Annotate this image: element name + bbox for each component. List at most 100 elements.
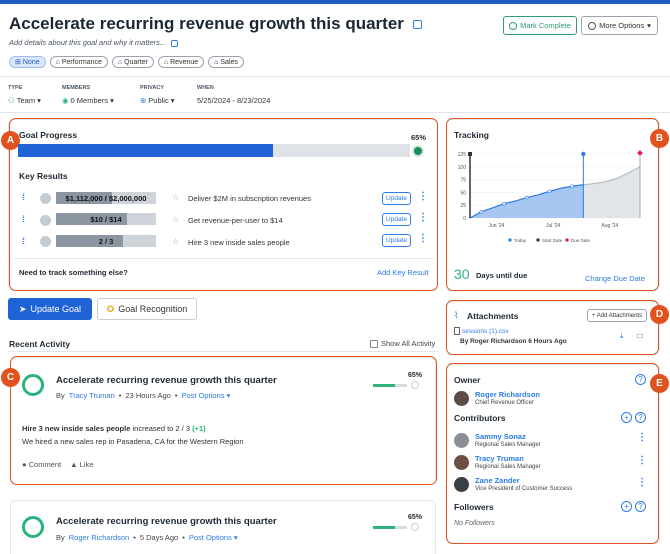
edit-title-icon[interactable] [412, 20, 422, 30]
goal-subtitle[interactable]: Add details about this goal and why it m… [9, 38, 179, 47]
trash-icon[interactable]: ▭ [636, 331, 644, 340]
checkbox[interactable] [370, 339, 378, 348]
author-link[interactable]: Roger Richardson [68, 533, 130, 542]
kebab-menu-icon[interactable]: ⋮ [418, 191, 428, 202]
tag-performance[interactable]: ⌂ Performance [49, 56, 108, 68]
tag-icon: ⌂ [55, 58, 60, 66]
key-result-fill [56, 192, 112, 204]
download-icon[interactable]: ⤓ [620, 331, 624, 340]
more-dots-icon [588, 21, 597, 30]
highlight-box-e [446, 363, 659, 544]
goal-recognition-button[interactable]: ✪ Goal Recognition [97, 298, 197, 320]
edit-description-icon[interactable] [171, 39, 179, 47]
update-key-result-button[interactable]: Update [382, 192, 411, 205]
contributor-role: Regional Sales Manager [475, 464, 541, 470]
drag-handle-icon[interactable]: ⁞⁞ [22, 214, 25, 224]
by-label: By [56, 391, 65, 400]
contributor-name[interactable]: Sammy Sonaz [475, 432, 526, 441]
when-label: WHEN [197, 85, 214, 91]
data-point [570, 184, 574, 189]
contributor-name[interactable]: Zane Zander [475, 476, 520, 485]
add-attachments-button[interactable]: + Add Attachments [587, 309, 647, 322]
separator: • [182, 533, 185, 542]
thumbs-up-icon: ▲ [70, 460, 78, 469]
data-point [479, 210, 484, 214]
tag-icon: ⌂ [117, 58, 123, 66]
star-icon[interactable]: ☆ [172, 237, 180, 246]
contributors-title: Contributors [454, 413, 506, 423]
attachment-file[interactable]: sessions (1).csv [454, 327, 509, 335]
goal-title: Accelerate recurring revenue growth this… [9, 14, 422, 34]
help-icon[interactable]: ? [635, 501, 646, 512]
key-result-bar: 2 / 3 [56, 235, 156, 247]
type-select[interactable]: ⚇ Team ▾ [8, 96, 41, 105]
members-select[interactable]: ◉ 0 Members ▾ [62, 96, 114, 105]
tag-sales[interactable]: ⌂ Sales [208, 56, 244, 68]
key-result-fill [56, 213, 128, 225]
star-icon[interactable]: ☆ [172, 193, 180, 202]
timestamp: 23 Hours Ago [125, 391, 171, 400]
kebab-menu-icon[interactable]: ⋮ [637, 455, 647, 466]
privacy-select[interactable]: ⊕ Public ▾ [140, 96, 175, 105]
paper-plane-icon: ➤ [18, 303, 27, 314]
no-followers-text: No Followers [454, 520, 495, 527]
add-key-result-link[interactable]: Add Key Result [377, 268, 429, 277]
post-options-button[interactable]: Post Options ▾ [188, 533, 238, 542]
drag-handle-icon[interactable]: ⁞⁞ [22, 236, 25, 246]
badge-b: B [650, 129, 669, 148]
need-track-text: Need to track something else? [19, 268, 128, 277]
help-icon[interactable]: ? [635, 412, 646, 423]
activity-percent: 65% [408, 514, 423, 521]
owner-name[interactable]: Roger Richardson [475, 390, 541, 399]
data-point [547, 189, 552, 194]
activity-progress-fill [373, 384, 396, 387]
x-tick-label: Aug '24 [601, 223, 618, 229]
update-key-result-button[interactable]: Update [382, 213, 411, 226]
author-link[interactable]: Tracy Truman [68, 391, 115, 400]
start-date-marker [468, 152, 472, 156]
add-follower-icon[interactable]: + [621, 501, 632, 512]
badge-c: C [1, 368, 20, 387]
status-circle-icon [411, 381, 419, 389]
y-tick-label: 0 [463, 216, 466, 222]
recent-activity-title: Recent Activity [9, 339, 71, 349]
projection-line [583, 166, 641, 186]
add-contributor-icon[interactable]: + [621, 412, 632, 423]
tag-none[interactable]: ⊞ None [9, 56, 46, 68]
kebab-menu-icon[interactable]: ⋮ [637, 432, 647, 443]
more-options-button[interactable]: More Options ▾ [581, 16, 658, 35]
kebab-menu-icon[interactable]: ⋮ [418, 233, 428, 244]
key-result-text: Deliver $2M in subscription revenues [188, 194, 311, 203]
drag-handle-icon[interactable]: ⁞⁞ [22, 192, 25, 202]
kebab-menu-icon[interactable]: ⋮ [637, 477, 647, 488]
y-tick-label: 25 [460, 203, 466, 209]
data-point [502, 201, 506, 206]
tag-revenue[interactable]: ⌂ Revenue [157, 56, 205, 68]
update-goal-button[interactable]: ➤ Update Goal [8, 298, 92, 320]
tag-quarter[interactable]: ⌂ Quarter [111, 56, 154, 68]
like-button[interactable]: ▲ Like [70, 460, 94, 469]
kebab-menu-icon[interactable]: ⋮ [418, 212, 428, 223]
star-icon[interactable]: ☆ [172, 215, 180, 224]
comment-button[interactable]: ● Comment [22, 460, 62, 469]
tag-list: ⊞ None ⌂ Performance ⌂ Quarter ⌂ Revenue ⌂ Sa… [9, 56, 244, 68]
activity-title: Accelerate recurring revenue growth this… [56, 516, 277, 527]
help-icon[interactable]: ? [635, 374, 646, 385]
y-tick-label: 125 [458, 152, 467, 158]
data-point [524, 195, 529, 200]
people-card [446, 364, 660, 544]
avatar [454, 433, 469, 448]
post-options-button[interactable]: Post Options ▾ [181, 391, 231, 400]
badge-a: A [1, 131, 20, 150]
show-all-activity-toggle[interactable]: Show All Activity [370, 339, 435, 348]
legend-label: Today [514, 238, 527, 243]
when-value[interactable]: 5/25/2024 - 8/23/2024 [197, 96, 271, 105]
x-tick-label: Jun '24 [488, 223, 504, 229]
update-key-result-button[interactable]: Update [382, 234, 411, 247]
projection-area [583, 166, 640, 218]
activity-progress-fill [373, 526, 396, 529]
goal-progress-percent: 65% [411, 133, 427, 142]
contributor-name[interactable]: Tracy Truman [475, 454, 524, 463]
change-due-date-link[interactable]: Change Due Date [585, 274, 646, 283]
mark-complete-button[interactable]: Mark Complete [503, 16, 577, 35]
